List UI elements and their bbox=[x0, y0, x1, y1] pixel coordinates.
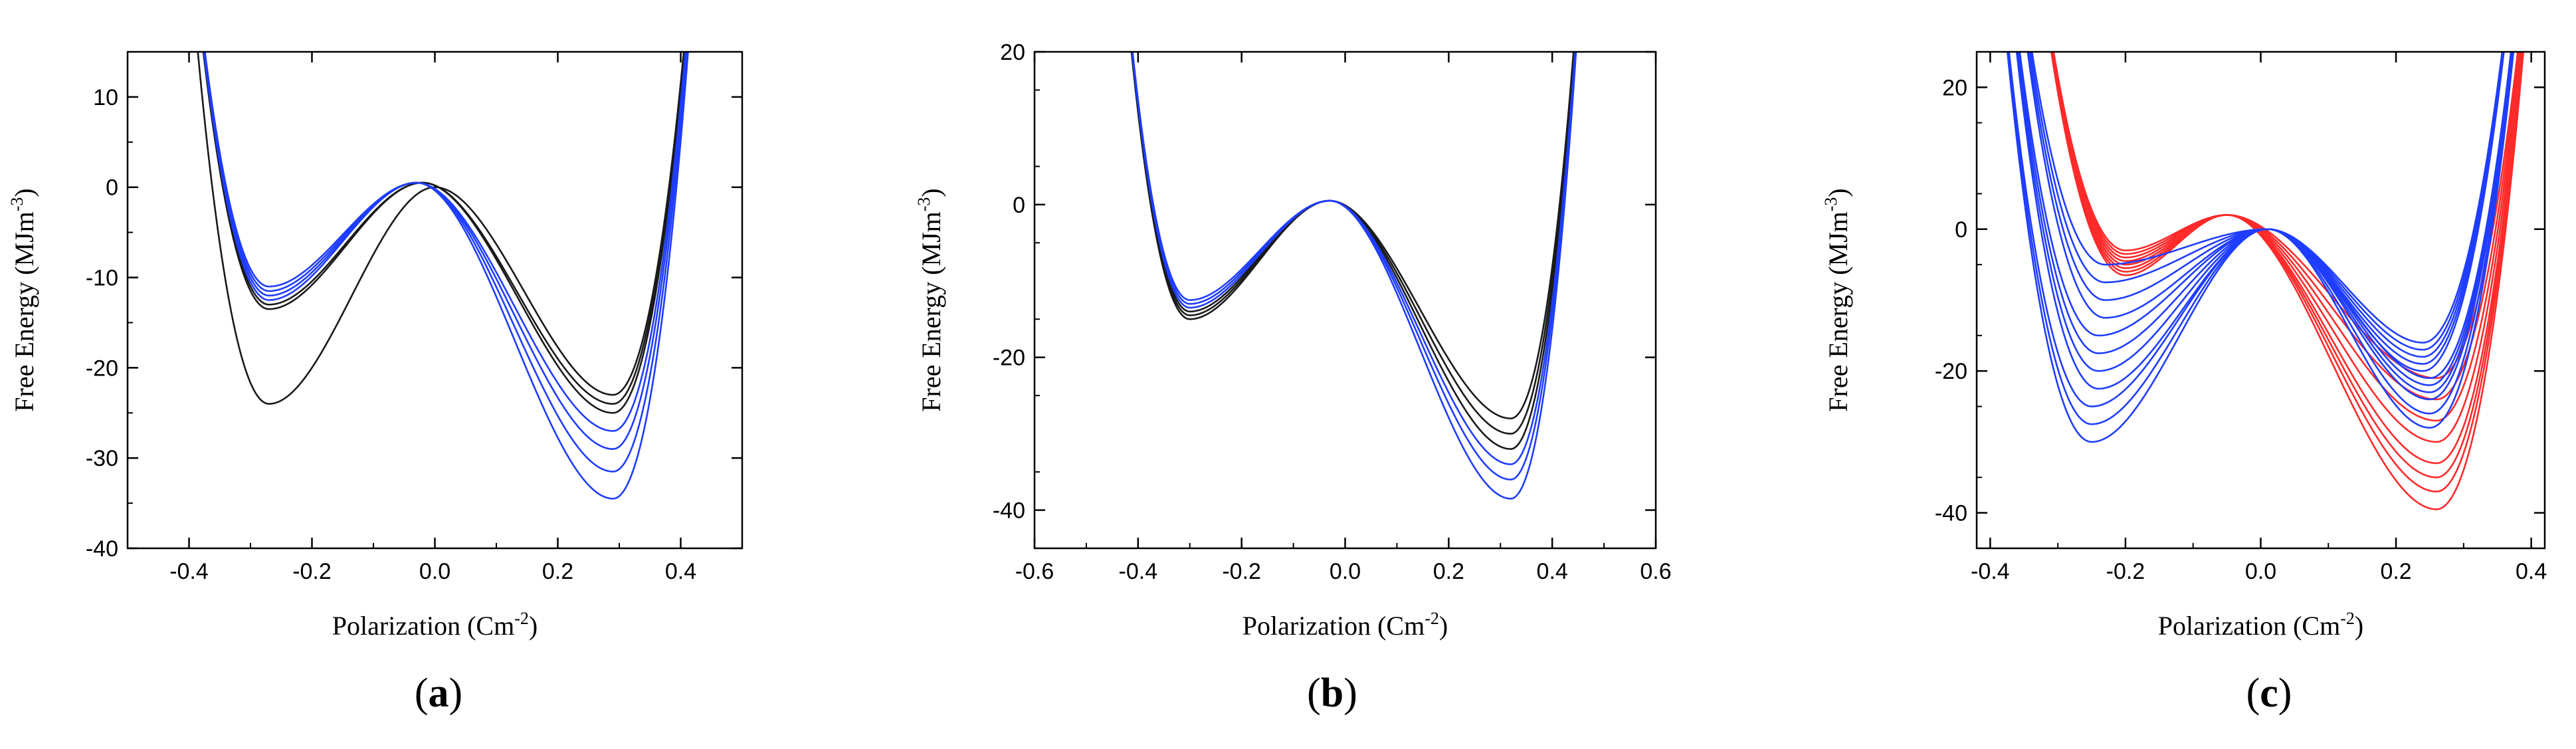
chart-c-series-group bbox=[2006, 52, 2525, 510]
y-tick-label: -10 bbox=[86, 266, 118, 291]
y-axis-title-main: Free Energy (MJm bbox=[9, 211, 39, 411]
x-tick-label: -0.2 bbox=[2106, 559, 2145, 584]
x-tick-label: 0.6 bbox=[1640, 559, 1671, 584]
panel-label-b-letter: b bbox=[1320, 671, 1344, 716]
x-tick-label: -0.6 bbox=[1015, 559, 1054, 584]
x-axis-title-sup: -2 bbox=[1425, 609, 1439, 628]
chart-a-series-group bbox=[197, 52, 689, 500]
y-tick-label: 20 bbox=[1942, 75, 1967, 100]
y-axis-title-close: ) bbox=[916, 188, 946, 197]
x-axis-title-sup: -2 bbox=[514, 609, 529, 628]
y-axis-title-sup: -3 bbox=[914, 197, 934, 212]
x-axis-title-close: ) bbox=[2355, 611, 2363, 641]
y-axis-title-close: ) bbox=[1823, 188, 1853, 197]
x-tick-label: -0.4 bbox=[1971, 559, 2010, 584]
panel-label-b: (b) bbox=[1307, 671, 1357, 716]
y-axis-title-main: Free Energy (MJm bbox=[1823, 211, 1853, 411]
y-tick-label: -20 bbox=[86, 356, 118, 381]
y-tick-label: 0 bbox=[1955, 217, 1967, 243]
x-tick-label: -0.2 bbox=[1222, 559, 1261, 584]
series-line-curve-6 bbox=[203, 52, 688, 473]
x-axis-title: Polarization (Cm-2) bbox=[1242, 609, 1448, 641]
y-tick-label: -20 bbox=[1935, 359, 1967, 384]
y-axis-title-sup: -3 bbox=[1821, 197, 1840, 212]
y-axis-title-close: ) bbox=[9, 188, 39, 197]
x-tick-label: 0.4 bbox=[1537, 559, 1568, 584]
y-axis-title: Free Energy (MJm-3) bbox=[1821, 188, 1853, 411]
y-tick-label: 20 bbox=[1000, 40, 1025, 65]
x-axis-title: Polarization (Cm-2) bbox=[2158, 609, 2363, 641]
y-tick-label: 0 bbox=[1013, 193, 1025, 218]
y-tick-label: -40 bbox=[993, 498, 1025, 524]
chart-a-svg: -0.4 -0.2 0.0 0.2 0.4 10 0 -10 -20 -30 -40 Polariza… bbox=[7, 51, 743, 641]
series-line-curve-7 bbox=[204, 52, 689, 500]
chart-panel-b: -0.6 -0.4 -0.2 0.0 0.2 0.4 0.6 20 0 -20 -40 Polariz… bbox=[907, 0, 1764, 749]
x-tick-label: 0.0 bbox=[2245, 559, 2276, 584]
chart-a-frame bbox=[126, 51, 743, 550]
y-axis-title: Free Energy (MJm-3) bbox=[7, 188, 39, 411]
series-line-curve-4 bbox=[1131, 52, 1576, 465]
x-axis-title-sup: -2 bbox=[2340, 609, 2355, 628]
series-line-blue-11 bbox=[2006, 52, 2515, 443]
x-tick-label: 0.0 bbox=[1330, 559, 1361, 584]
y-tick-label: 10 bbox=[93, 85, 118, 110]
x-tick-label: 0.4 bbox=[665, 559, 696, 584]
x-axis-title-main: Polarization (Cm bbox=[2158, 611, 2340, 641]
y-tick-label: -20 bbox=[993, 346, 1025, 371]
x-tick-label: -0.4 bbox=[1119, 559, 1158, 584]
x-axis-title-close: ) bbox=[1439, 611, 1448, 641]
y-tick-label: -40 bbox=[1935, 501, 1967, 526]
panel-label-a-letter: a bbox=[428, 671, 449, 716]
chart-b-series-group bbox=[1130, 52, 1577, 500]
x-axis-title-main: Polarization (Cm bbox=[332, 611, 514, 641]
chart-panel-a: -0.4 -0.2 0.0 0.2 0.4 10 0 -10 -20 -30 -40 Polariza… bbox=[0, 0, 857, 749]
series-line-red-4 bbox=[2051, 52, 2522, 443]
x-tick-label: 0.2 bbox=[542, 559, 573, 584]
series-line-red-8 bbox=[2050, 52, 2525, 510]
x-axis-title-main: Polarization (Cm bbox=[1242, 611, 1425, 641]
y-axis-title-main: Free Energy (MJm bbox=[916, 211, 946, 411]
y-tick-label: 0 bbox=[106, 175, 118, 201]
x-tick-label: 0.4 bbox=[2516, 559, 2547, 584]
series-line-red-1 bbox=[2052, 52, 2519, 379]
x-tick-label: -0.4 bbox=[169, 559, 209, 584]
series-line-curve-3 bbox=[1131, 52, 1576, 450]
panel-label-c: (c) bbox=[2246, 671, 2292, 716]
y-tick-label: -30 bbox=[86, 446, 118, 471]
y-tick-label: -40 bbox=[86, 536, 118, 562]
x-axis-title: Polarization (Cm-2) bbox=[332, 609, 538, 641]
series-line-red-2 bbox=[2052, 52, 2520, 401]
y-axis-title-sup: -3 bbox=[7, 197, 27, 212]
series-line-curve-2 bbox=[1130, 52, 1575, 435]
x-tick-label: 0.0 bbox=[419, 559, 450, 584]
y-axis-title: Free Energy (MJm-3) bbox=[914, 188, 946, 411]
chart-b-svg: -0.6 -0.4 -0.2 0.0 0.2 0.4 0.6 20 0 -20 -40 Polariz… bbox=[914, 40, 1672, 641]
x-tick-label: 0.2 bbox=[1433, 559, 1464, 584]
chart-c-svg: -0.4 -0.2 0.0 0.2 0.4 20 0 -20 -40 Polarization (… bbox=[1821, 51, 2547, 641]
chart-panel-c: -0.4 -0.2 0.0 0.2 0.4 20 0 -20 -40 Polarization (… bbox=[1814, 0, 2576, 749]
x-axis-title-close: ) bbox=[529, 611, 538, 641]
series-line-curve-6 bbox=[1132, 52, 1577, 500]
panel-label-a: (a) bbox=[414, 671, 463, 716]
x-tick-label: -0.2 bbox=[292, 559, 332, 584]
x-tick-label: 0.2 bbox=[2380, 559, 2411, 584]
panel-label-c-letter: c bbox=[2260, 671, 2278, 716]
chart-b-frame bbox=[1033, 51, 1657, 550]
series-line-curve-5 bbox=[1131, 52, 1577, 481]
series-line-curve-3 bbox=[203, 52, 686, 414]
